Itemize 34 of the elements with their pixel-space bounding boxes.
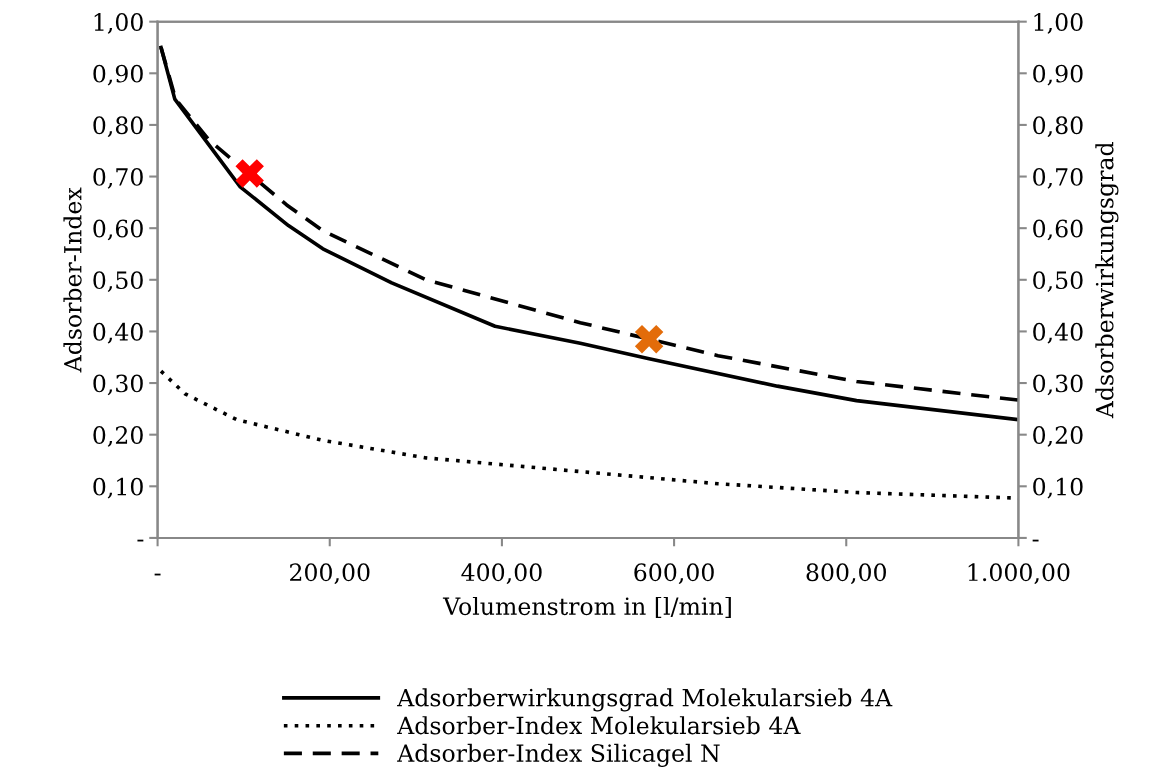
legend-label: Adsorber-Index Silicagel N bbox=[397, 743, 720, 767]
y2-tick-label: - bbox=[1032, 539, 1039, 542]
x-axis-title: Volumenstrom in [l/min] bbox=[442, 596, 731, 618]
y-tick-label: 0,70 bbox=[93, 168, 143, 189]
y-tick-label: 0,90 bbox=[93, 64, 143, 86]
y2-tick-label: 0,50 bbox=[1033, 271, 1083, 292]
y-tick-label: 0,40 bbox=[93, 322, 143, 344]
y-tick-label: 0,30 bbox=[93, 374, 143, 396]
legend-label: Adsorber-Index Molekularsieb 4A bbox=[397, 716, 801, 735]
x-tick-label: - bbox=[154, 573, 161, 576]
y2-tick-label: 0,70 bbox=[1033, 168, 1083, 189]
x-tick-label: 1.000,00 bbox=[968, 563, 1070, 585]
y2-tick-label: 0,30 bbox=[1033, 374, 1083, 396]
y-tick-label: 0,80 bbox=[93, 116, 143, 138]
y2-tick-label: 1,00 bbox=[1034, 13, 1083, 34]
y2-tick-label: 0,80 bbox=[1033, 116, 1083, 138]
y2-tick-label: 0,60 bbox=[1033, 219, 1083, 241]
y2-axis-title: Adsorberwirkungsgrad bbox=[1095, 142, 1119, 419]
legend-label: Adsorberwirkungsgrad Molekularsieb 4A bbox=[397, 688, 893, 712]
y2-tick-label: 0,20 bbox=[1033, 426, 1083, 447]
x-tick-label: 400,00 bbox=[461, 563, 542, 585]
y2-tick-label: 0,10 bbox=[1033, 477, 1083, 499]
x-tick-label: 200,00 bbox=[290, 563, 370, 585]
y-tick-label: 0,10 bbox=[93, 477, 143, 499]
x-tick-label: 800,00 bbox=[806, 563, 886, 585]
y-axis-title: Adsorber-Index bbox=[63, 187, 82, 373]
y2-tick-label: 0,90 bbox=[1033, 64, 1083, 86]
y-tick-label: - bbox=[137, 539, 144, 542]
y2-tick-label: 0,40 bbox=[1033, 322, 1083, 344]
y-tick-label: 0,50 bbox=[93, 271, 143, 292]
y-tick-label: 0,60 bbox=[93, 219, 143, 241]
y-tick-label: 1,00 bbox=[94, 13, 143, 34]
x-tick-label: 600,00 bbox=[634, 563, 714, 585]
y-tick-label: 0,20 bbox=[93, 426, 143, 447]
